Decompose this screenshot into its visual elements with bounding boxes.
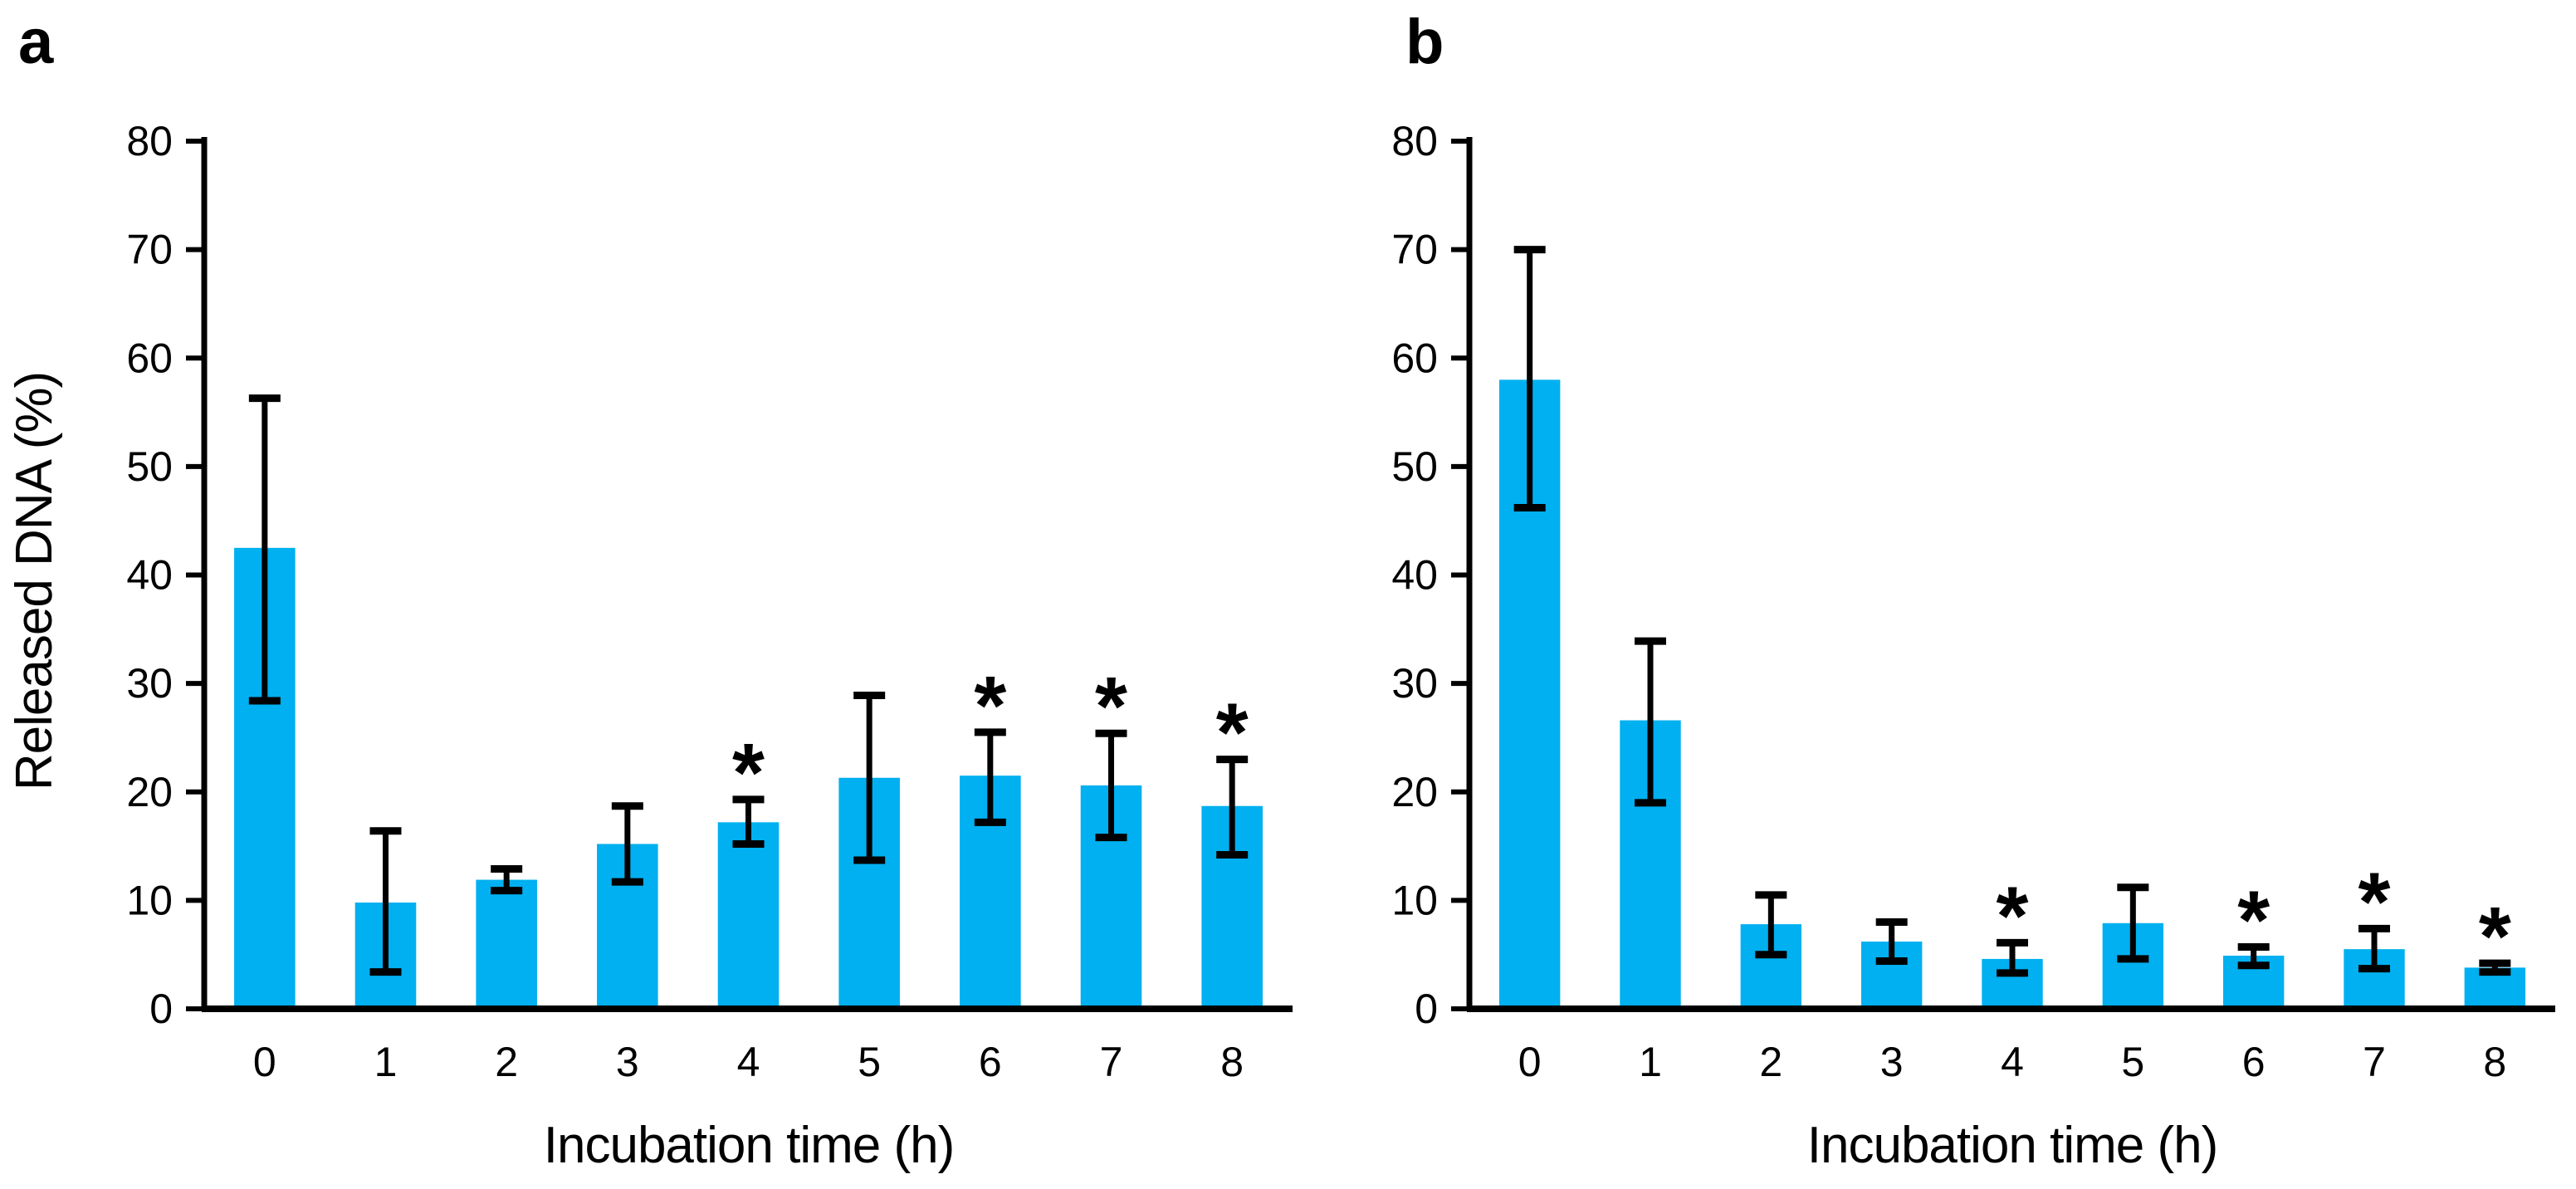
significance-asterisk: * [2358, 855, 2391, 948]
x-tick-label: 1 [374, 1039, 398, 1085]
x-tick-label: 7 [1100, 1039, 1123, 1085]
y-tick-label: 0 [1415, 986, 1438, 1032]
x-tick-label: 5 [2121, 1039, 2144, 1085]
y-tick-label: 30 [1391, 660, 1438, 707]
x-tick-label: 2 [495, 1039, 518, 1085]
significance-asterisk: * [732, 727, 765, 820]
x-tick-label: 2 [1759, 1039, 1782, 1085]
y-tick-label: 40 [126, 552, 173, 599]
y-tick-label: 10 [126, 877, 173, 923]
x-tick-label: 7 [2363, 1039, 2386, 1085]
significance-asterisk: * [2237, 874, 2270, 967]
x-tick-label: 8 [2483, 1039, 2506, 1085]
x-tick-label: 5 [858, 1039, 881, 1085]
y-tick-label: 0 [149, 986, 173, 1032]
y-tick-label: 80 [1391, 118, 1438, 164]
x-tick-label: 6 [2242, 1039, 2266, 1085]
panel-a-letter: a [18, 7, 54, 77]
panel-b-letter: b [1405, 7, 1444, 77]
y-tick-label: 70 [126, 227, 173, 273]
y-tick-label: 70 [1391, 227, 1438, 273]
y-tick-label: 30 [126, 660, 173, 707]
significance-asterisk: * [1095, 660, 1127, 753]
y-tick-label: 50 [126, 443, 173, 490]
y-tick-label: 40 [1391, 552, 1438, 599]
x-tick-label: 8 [1220, 1039, 1244, 1085]
y-tick-label: 50 [1391, 443, 1438, 490]
x-tick-label: 0 [253, 1039, 276, 1085]
y-tick-label: 60 [1391, 335, 1438, 381]
x-tick-label: 0 [1518, 1039, 1542, 1085]
x-tick-label: 6 [979, 1039, 1002, 1085]
significance-asterisk: * [974, 659, 1006, 752]
y-tick-label: 10 [1391, 877, 1438, 923]
x-tick-label: 3 [616, 1039, 639, 1085]
y-axis-title: Released DNA (%) [6, 372, 63, 790]
bar-4h [717, 822, 780, 1009]
x-axis-title-panel-a: Incubation time (h) [544, 1117, 954, 1174]
x-tick-label: 1 [1639, 1039, 1662, 1085]
x-axis-title-panel-b: Incubation time (h) [1807, 1117, 2217, 1174]
y-tick-label: 60 [126, 335, 173, 381]
y-tick-label: 20 [126, 769, 173, 815]
y-tick-label: 20 [1391, 769, 1438, 815]
x-tick-label: 4 [737, 1039, 760, 1085]
significance-asterisk: * [1997, 869, 2029, 962]
x-tick-label: 4 [2001, 1039, 2024, 1085]
significance-asterisk: * [2479, 890, 2511, 983]
bar-2h [476, 879, 537, 1009]
significance-asterisk: * [1216, 687, 1249, 780]
x-tick-label: 3 [1880, 1039, 1904, 1085]
y-tick-label: 80 [126, 118, 173, 164]
